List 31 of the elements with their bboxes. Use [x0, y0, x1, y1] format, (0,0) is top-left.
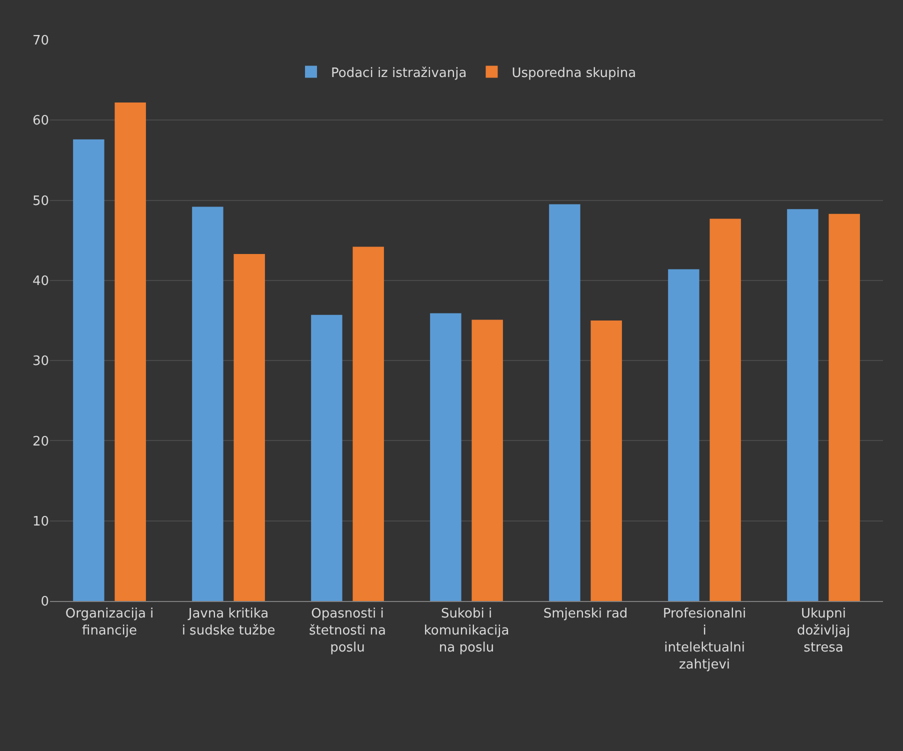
- x-tick-label: Javna kritika i sudske tužbe: [182, 606, 276, 638]
- y-tick-label: 0: [40, 594, 49, 610]
- bar: [590, 320, 622, 601]
- bar: [114, 102, 146, 601]
- bar: [668, 269, 700, 601]
- bar: [192, 206, 224, 601]
- x-tick-label: Ukupni doživljaj stresa: [796, 606, 850, 656]
- x-tick-label: Organizacija i financije: [65, 606, 154, 638]
- y-tick-label: 20: [32, 434, 49, 450]
- bar: [311, 314, 342, 601]
- bar: [73, 139, 104, 601]
- y-tick-label: 40: [32, 274, 49, 289]
- bar: [828, 214, 860, 601]
- x-tick-label: Profesionalni i intelektualni zahtjevi: [662, 606, 746, 672]
- bar: [787, 209, 818, 601]
- bar: [352, 246, 384, 601]
- x-tick-label: Opasnosti i štetnosti na poslu: [309, 606, 386, 656]
- bar: [430, 313, 462, 601]
- x-tick-label: Sukobi i komunikacija na poslu: [424, 606, 510, 656]
- legend-label: Podaci iz istraživanja: [331, 66, 467, 81]
- y-tick-label: 10: [32, 514, 49, 530]
- y-tick-label: 50: [32, 194, 49, 209]
- y-tick-label: 30: [32, 354, 49, 370]
- bar: [710, 218, 741, 601]
- x-tick-label: Smjenski rad: [543, 606, 628, 622]
- y-tick-label: 70: [32, 34, 49, 49]
- legend-label: Usporedna skupina: [512, 66, 636, 81]
- bar: [472, 320, 503, 601]
- bar: [234, 254, 265, 601]
- y-tick-label: 60: [32, 114, 49, 129]
- bar: [549, 204, 580, 601]
